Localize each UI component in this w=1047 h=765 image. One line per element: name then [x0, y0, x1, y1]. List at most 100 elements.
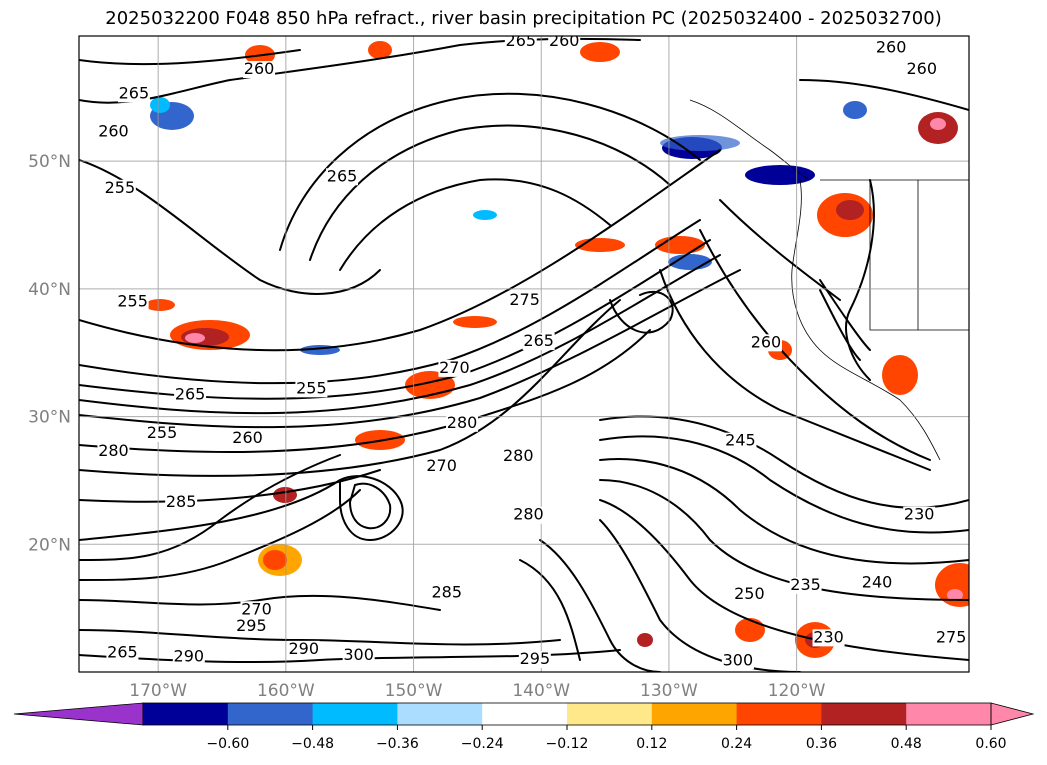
contour-label-bg — [502, 448, 535, 465]
contour-label: 285 — [431, 583, 462, 602]
colorbar-tick-label: 0.36 — [806, 736, 837, 752]
contour-label: 255 — [105, 178, 136, 197]
contour-label-bg — [518, 651, 551, 669]
contour-label: 265 — [506, 31, 537, 50]
map-title: 2025032200 F048 850 hPa refract., river … — [105, 8, 942, 29]
contour-label: 295 — [520, 649, 551, 668]
contour-label: 265 — [107, 643, 138, 662]
colorbar-segment — [821, 703, 907, 725]
colorbar-segment — [736, 703, 822, 725]
colorbar-segment — [906, 703, 992, 725]
colorbar-segment — [482, 703, 568, 725]
contour-label: 255 — [296, 378, 327, 397]
contour-label-bg — [446, 414, 479, 432]
colorbar-tick-label: 0.60 — [975, 736, 1006, 752]
contour-label: 260 — [244, 59, 275, 78]
precip-shading — [145, 41, 969, 658]
map-plot-area: 265 260 260 260 260 265 260 255 265 255 275 265 260 2… — [79, 31, 969, 672]
colorbar: −0.60 −0.48 −0.36 −0.24 −0.12 0.12 0.24 0.36 0.4… — [13, 702, 1035, 752]
map-frame — [78, 35, 970, 673]
contour-label: 265 — [327, 166, 358, 185]
contour-label: 290 — [288, 639, 319, 658]
contour-label-bg — [235, 617, 268, 635]
contour-label: 245 — [725, 431, 756, 450]
contour-label: 300 — [723, 650, 754, 669]
contour-label-bg — [172, 648, 205, 666]
longitude-label: 120°W — [768, 681, 826, 701]
contour-label: 235 — [790, 575, 821, 594]
colorbar-tick-label: 0.24 — [721, 736, 752, 752]
contour-label-bg — [905, 61, 938, 79]
colorbar-tick-label: 0.12 — [636, 736, 667, 752]
contour-label-bg — [903, 506, 936, 524]
contour-label: 300 — [343, 645, 374, 664]
contour-label-bg — [243, 61, 276, 79]
longitude-label: 140°W — [512, 681, 570, 701]
map-gridlines — [79, 36, 969, 672]
longitude-label: 130°W — [640, 681, 698, 701]
contour-label: 265 — [175, 385, 206, 404]
contour-label-bg — [721, 652, 754, 670]
contour-label: 260 — [98, 122, 129, 141]
latitude-label: 50°N — [28, 152, 71, 172]
contour-label: 295 — [236, 616, 267, 635]
colorbar-segment — [397, 703, 483, 725]
contour-label: 260 — [549, 31, 580, 50]
colorbar-segment — [143, 703, 229, 725]
contour-label: 230 — [813, 627, 844, 646]
contour-label-bg — [165, 493, 198, 511]
contour-label-bg — [789, 576, 822, 594]
contour-label-bg — [116, 293, 149, 311]
contour-label: 270 — [439, 358, 470, 377]
coastlines — [689, 99, 969, 461]
colorbar-segment — [227, 703, 314, 725]
contour-label-bg — [935, 629, 968, 647]
contour-label-bg — [97, 442, 130, 460]
contour-label: 275 — [509, 290, 540, 309]
colorbar-tick-label: −0.12 — [546, 736, 589, 752]
contour-label: 240 — [862, 572, 893, 591]
contour-label-bg — [342, 647, 375, 665]
contour-label-bg — [231, 430, 264, 448]
contour-label-bg — [508, 292, 541, 310]
contour-label-bg — [240, 601, 273, 619]
colorbar-segment — [651, 703, 738, 725]
contour-label: 280 — [98, 441, 129, 460]
longitude-label: 160°W — [257, 681, 315, 701]
latitude-labels: 50°N 40°N 30°N 20°N — [28, 152, 71, 555]
colorbar-tick-label: −0.36 — [376, 736, 419, 752]
contour-label-bg — [106, 644, 139, 662]
latitude-label: 40°N — [28, 280, 71, 300]
contour-label-bg — [512, 506, 545, 524]
contour-label-bg — [174, 386, 207, 404]
contour-label-bg — [287, 640, 320, 658]
contour-label: 260 — [232, 428, 263, 447]
contour-label: 265 — [119, 83, 150, 102]
contour-label-bg — [812, 629, 845, 647]
contour-label-bg — [295, 380, 328, 398]
contour-label: 270 — [426, 456, 457, 475]
contour-label: 260 — [876, 37, 907, 56]
colorbar-tick-label: 0.48 — [891, 736, 922, 752]
colorbar-extend-low — [13, 702, 144, 726]
contour-label-bg — [430, 584, 463, 602]
contour-label-bg — [145, 425, 178, 443]
contour-label: 275 — [936, 627, 967, 646]
latitude-label: 20°N — [28, 535, 71, 555]
contour-label: 260 — [906, 59, 937, 78]
contour-label-bg — [326, 168, 359, 186]
contour-label-bg — [103, 179, 136, 197]
longitude-label: 150°W — [385, 681, 443, 701]
colorbar-tick-label: −0.24 — [461, 736, 504, 752]
contour-label: 255 — [147, 423, 178, 442]
colorbar-tick-label: −0.60 — [206, 736, 249, 752]
latitude-label: 30°N — [28, 408, 71, 428]
longitude-label: 170°W — [129, 681, 187, 701]
contour-label: 270 — [241, 599, 272, 618]
colorbar-extend-high — [990, 702, 1035, 726]
contour-label: 260 — [751, 332, 782, 351]
contour-label-bg — [724, 432, 757, 450]
contour-label-bg — [733, 585, 766, 603]
contour-labels: 265 260 260 260 260 265 260 255 265 255 275 265 260 2… — [97, 31, 968, 670]
